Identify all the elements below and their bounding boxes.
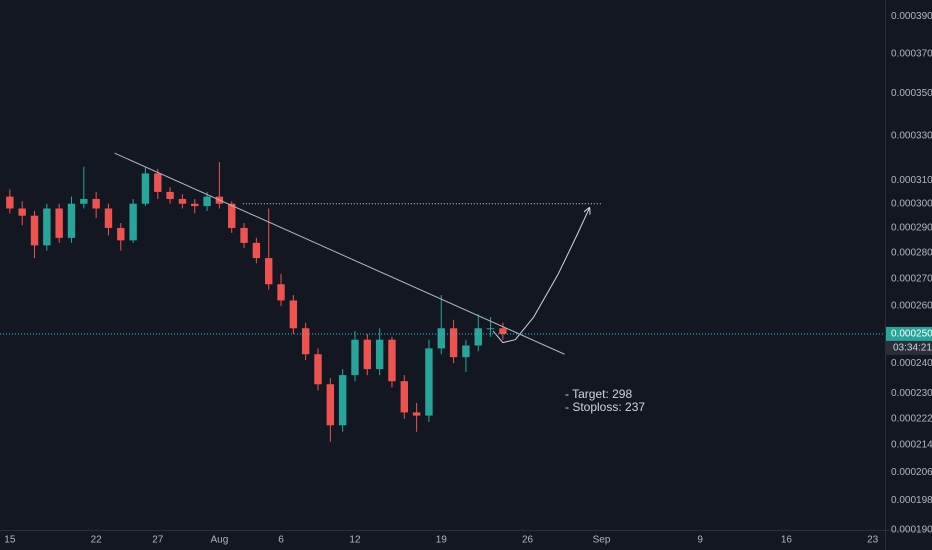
candle-body [400, 381, 408, 413]
projection-arrow [492, 208, 589, 344]
last-price-box [886, 326, 932, 341]
candle-body [486, 328, 495, 330]
y-tick-label: 0.000390 [891, 11, 932, 22]
candle-body [228, 203, 236, 228]
y-tick-label: 0.000260 [891, 301, 932, 312]
y-tick-label: 0.000350 [891, 88, 932, 99]
y-tick-label: 0.000280 [891, 248, 932, 259]
candle-body [351, 339, 359, 376]
y-tick-label: 0.000198 [891, 495, 932, 506]
candle-body [240, 227, 248, 243]
y-tick-label: 0.000330 [891, 130, 932, 141]
y-tick-label: 0.000310 [891, 175, 932, 186]
y-tick-label: 0.000230 [891, 388, 932, 399]
candle-body [363, 339, 372, 370]
candle-body [277, 284, 285, 301]
candle-body [265, 258, 273, 285]
candle-body [129, 203, 137, 241]
x-tick-label: 23 [867, 535, 879, 546]
candle-body [18, 208, 26, 216]
x-tick-label: Sep [593, 535, 611, 546]
x-tick-label: 26 [522, 535, 534, 546]
candle-body [6, 196, 14, 209]
candle-body [191, 203, 199, 207]
candle-body [412, 412, 421, 416]
annotation-text: - Stoploss: 237 [565, 400, 645, 414]
x-tick-label: 6 [278, 535, 284, 546]
y-tick-label: 0.000300 [891, 198, 932, 209]
candle-body [203, 196, 211, 207]
candle-body [499, 328, 507, 334]
candle-body [375, 339, 384, 370]
candle-body [178, 198, 187, 204]
countdown-label: 03:34:21 [893, 343, 932, 354]
y-tick-label: 0.000370 [891, 49, 932, 60]
candle-body [252, 242, 261, 259]
x-tick-label: 9 [697, 535, 703, 546]
y-tick-label: 0.000270 [891, 274, 932, 285]
candle-body [67, 203, 76, 238]
candle-body [326, 384, 335, 426]
candle-body [92, 198, 100, 209]
x-tick-label: 15 [4, 535, 16, 546]
candle-body [141, 173, 150, 204]
candle-body [462, 345, 470, 358]
candle-body [388, 339, 396, 382]
candle-body [55, 208, 63, 238]
x-tick-label: Aug [211, 535, 229, 546]
candle-body [301, 328, 310, 355]
y-tick-label: 0.000206 [891, 467, 932, 478]
candle-body [104, 208, 113, 228]
x-tick-label: 19 [436, 535, 448, 546]
x-tick-label: 22 [91, 535, 103, 546]
candle-body [449, 328, 458, 358]
candle-body [166, 191, 174, 199]
trendline [114, 152, 565, 355]
candle-body [437, 328, 445, 349]
candle-body [154, 173, 162, 192]
candle-body [338, 375, 347, 426]
candle-body [30, 215, 39, 246]
candle-body [474, 328, 482, 346]
candle-body [425, 348, 433, 416]
y-tick-label: 0.000240 [891, 358, 932, 369]
candle-body [117, 227, 125, 241]
x-tick-label: 16 [781, 535, 793, 546]
x-tick-label: 27 [152, 535, 164, 546]
annotation-text: - Target: 298 [565, 387, 632, 401]
last-price-label: 0.000250 [891, 329, 932, 340]
y-tick-label: 0.000222 [891, 413, 932, 424]
y-tick-label: 0.000190 [891, 525, 932, 536]
y-tick-label: 0.000290 [891, 223, 932, 234]
y-tick-label: 0.000214 [891, 440, 932, 451]
candle-body [289, 300, 298, 329]
countdown-box [886, 340, 932, 355]
candle-body [43, 208, 51, 246]
candle-body [80, 198, 88, 204]
x-tick-label: 12 [349, 535, 361, 546]
candle-body [314, 354, 322, 385]
